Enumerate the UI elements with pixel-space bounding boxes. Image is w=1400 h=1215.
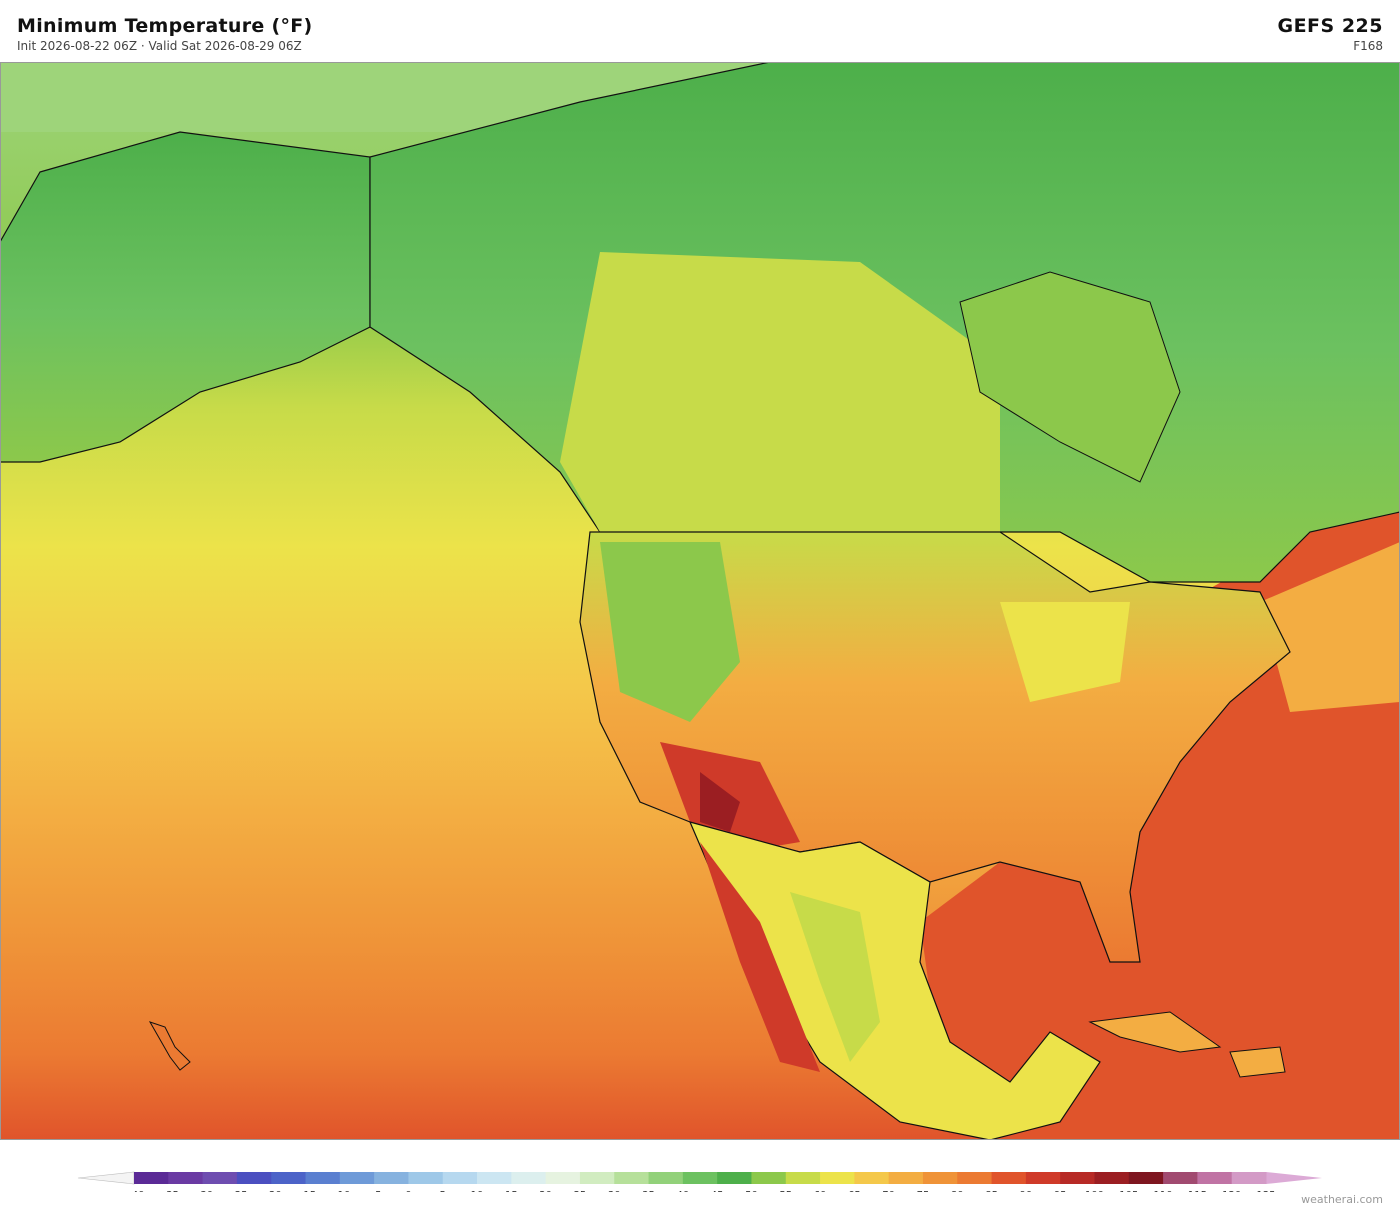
colorbar-segment bbox=[168, 1172, 204, 1184]
colorbar-under bbox=[77, 1171, 135, 1185]
temperature-map bbox=[0, 62, 1400, 1140]
colorbar-segment bbox=[1197, 1172, 1233, 1184]
model-name: GEFS 225 bbox=[1277, 15, 1383, 37]
colorbar-label: 35 bbox=[642, 1190, 655, 1192]
colorbar-label: 10 bbox=[471, 1190, 484, 1192]
colorbar-label: 45 bbox=[711, 1190, 724, 1192]
map-title: Minimum Temperature (°F) bbox=[17, 15, 313, 37]
colorbar-label: −40 bbox=[123, 1190, 144, 1192]
colorbar-segment bbox=[1163, 1172, 1198, 1184]
colorbar-label: −20 bbox=[261, 1190, 282, 1192]
colorbar-segment bbox=[236, 1172, 272, 1184]
canada-prairies bbox=[560, 252, 1000, 532]
colorbar-label: 50 bbox=[745, 1190, 758, 1192]
colorbar-label: 115 bbox=[1188, 1190, 1207, 1192]
colorbar-label: −5 bbox=[367, 1190, 382, 1192]
colorbar-segment bbox=[991, 1172, 1027, 1184]
colorbar-segment bbox=[408, 1172, 444, 1184]
colorbar-segment bbox=[820, 1172, 855, 1184]
colorbar-label: −10 bbox=[329, 1190, 350, 1192]
colorbar-label: 25 bbox=[574, 1190, 587, 1192]
colorbar-segment bbox=[339, 1172, 375, 1184]
atlantic-north bbox=[1260, 542, 1400, 712]
colorbar-segment bbox=[888, 1172, 924, 1184]
colorbar-segment bbox=[614, 1172, 650, 1184]
map-subtitle: Init 2026-08-22 06Z · Valid Sat 2026-08-… bbox=[17, 39, 302, 53]
mexico-plateau bbox=[790, 892, 880, 1062]
hot-core bbox=[700, 772, 740, 832]
colorbar-label: −35 bbox=[158, 1190, 179, 1192]
cuba bbox=[1088, 1011, 1222, 1053]
colorbar-segment bbox=[134, 1172, 169, 1184]
colorbar-label: 90 bbox=[1020, 1190, 1033, 1192]
colorbar-label: 55 bbox=[779, 1190, 792, 1192]
colorbar-label: 30 bbox=[608, 1190, 621, 1192]
colorbar-segment bbox=[648, 1172, 684, 1184]
colorbar-segment bbox=[922, 1172, 958, 1184]
colorbar-segment bbox=[579, 1172, 615, 1184]
hispaniola bbox=[1229, 1046, 1286, 1078]
colorbar-label: −30 bbox=[192, 1190, 213, 1192]
colorbar-label: 40 bbox=[676, 1190, 689, 1192]
colorbar-segment bbox=[717, 1172, 752, 1184]
sonora bbox=[700, 842, 820, 1072]
colorbar-segment bbox=[511, 1172, 547, 1184]
colorbar-segment bbox=[442, 1172, 478, 1184]
colorbar-segment bbox=[477, 1172, 512, 1184]
colorbar-segment bbox=[751, 1172, 787, 1184]
hudson-bay bbox=[959, 271, 1181, 483]
colorbar-segment bbox=[1060, 1172, 1095, 1184]
colorbar-label: 125 bbox=[1256, 1190, 1275, 1192]
colorbar-over bbox=[1266, 1172, 1322, 1184]
colorbar-segment bbox=[1128, 1172, 1164, 1184]
colorbar-label: 85 bbox=[985, 1190, 998, 1192]
colorbar-label: 5 bbox=[440, 1190, 446, 1192]
colorbar-label: 60 bbox=[814, 1190, 827, 1192]
colorbar-segment bbox=[854, 1172, 890, 1184]
colorbar-label: 110 bbox=[1154, 1190, 1173, 1192]
colorbar-segment bbox=[545, 1172, 581, 1184]
forecast-hour: F168 bbox=[1353, 39, 1383, 53]
colorbar-segment bbox=[682, 1172, 718, 1184]
colorbar-segment bbox=[305, 1172, 341, 1184]
colorbar-label: 75 bbox=[917, 1190, 930, 1192]
colorbar-segment bbox=[785, 1172, 821, 1184]
colorbar-segment bbox=[374, 1172, 409, 1184]
colorbar-label: 80 bbox=[951, 1190, 964, 1192]
alaska bbox=[0, 131, 371, 463]
colorbar-label: 0 bbox=[405, 1190, 411, 1192]
colorbar: −40 −35 −30 −25 −20 −15 −10 −5 0 5 10 15 20 25 30 35 40 4… bbox=[77, 1171, 1322, 1192]
colorbar-label: 95 bbox=[1054, 1190, 1067, 1192]
colorbar-segment bbox=[1025, 1172, 1061, 1184]
colorbar-label: 65 bbox=[848, 1190, 861, 1192]
colorbar-segment bbox=[957, 1172, 993, 1184]
hawaii bbox=[148, 1021, 191, 1071]
watermark: weatherai.com bbox=[1301, 1193, 1383, 1206]
colorbar-label: 120 bbox=[1222, 1190, 1241, 1192]
colorbar-label: −15 bbox=[295, 1190, 316, 1192]
colorbar-segment bbox=[1094, 1172, 1130, 1184]
great-lakes bbox=[1000, 602, 1130, 702]
colorbar-segment bbox=[271, 1172, 307, 1184]
pacific-northwest bbox=[600, 542, 740, 722]
colorbar-label: 70 bbox=[882, 1190, 895, 1192]
colorbar-label: 105 bbox=[1119, 1190, 1138, 1192]
colorbar-label: 20 bbox=[539, 1190, 552, 1192]
colorbar-label: 100 bbox=[1085, 1190, 1104, 1192]
colorbar-label: 15 bbox=[505, 1190, 518, 1192]
colorbar-segment bbox=[202, 1172, 238, 1184]
colorbar-segment bbox=[1231, 1172, 1267, 1184]
colorbar-label: −25 bbox=[226, 1190, 247, 1192]
